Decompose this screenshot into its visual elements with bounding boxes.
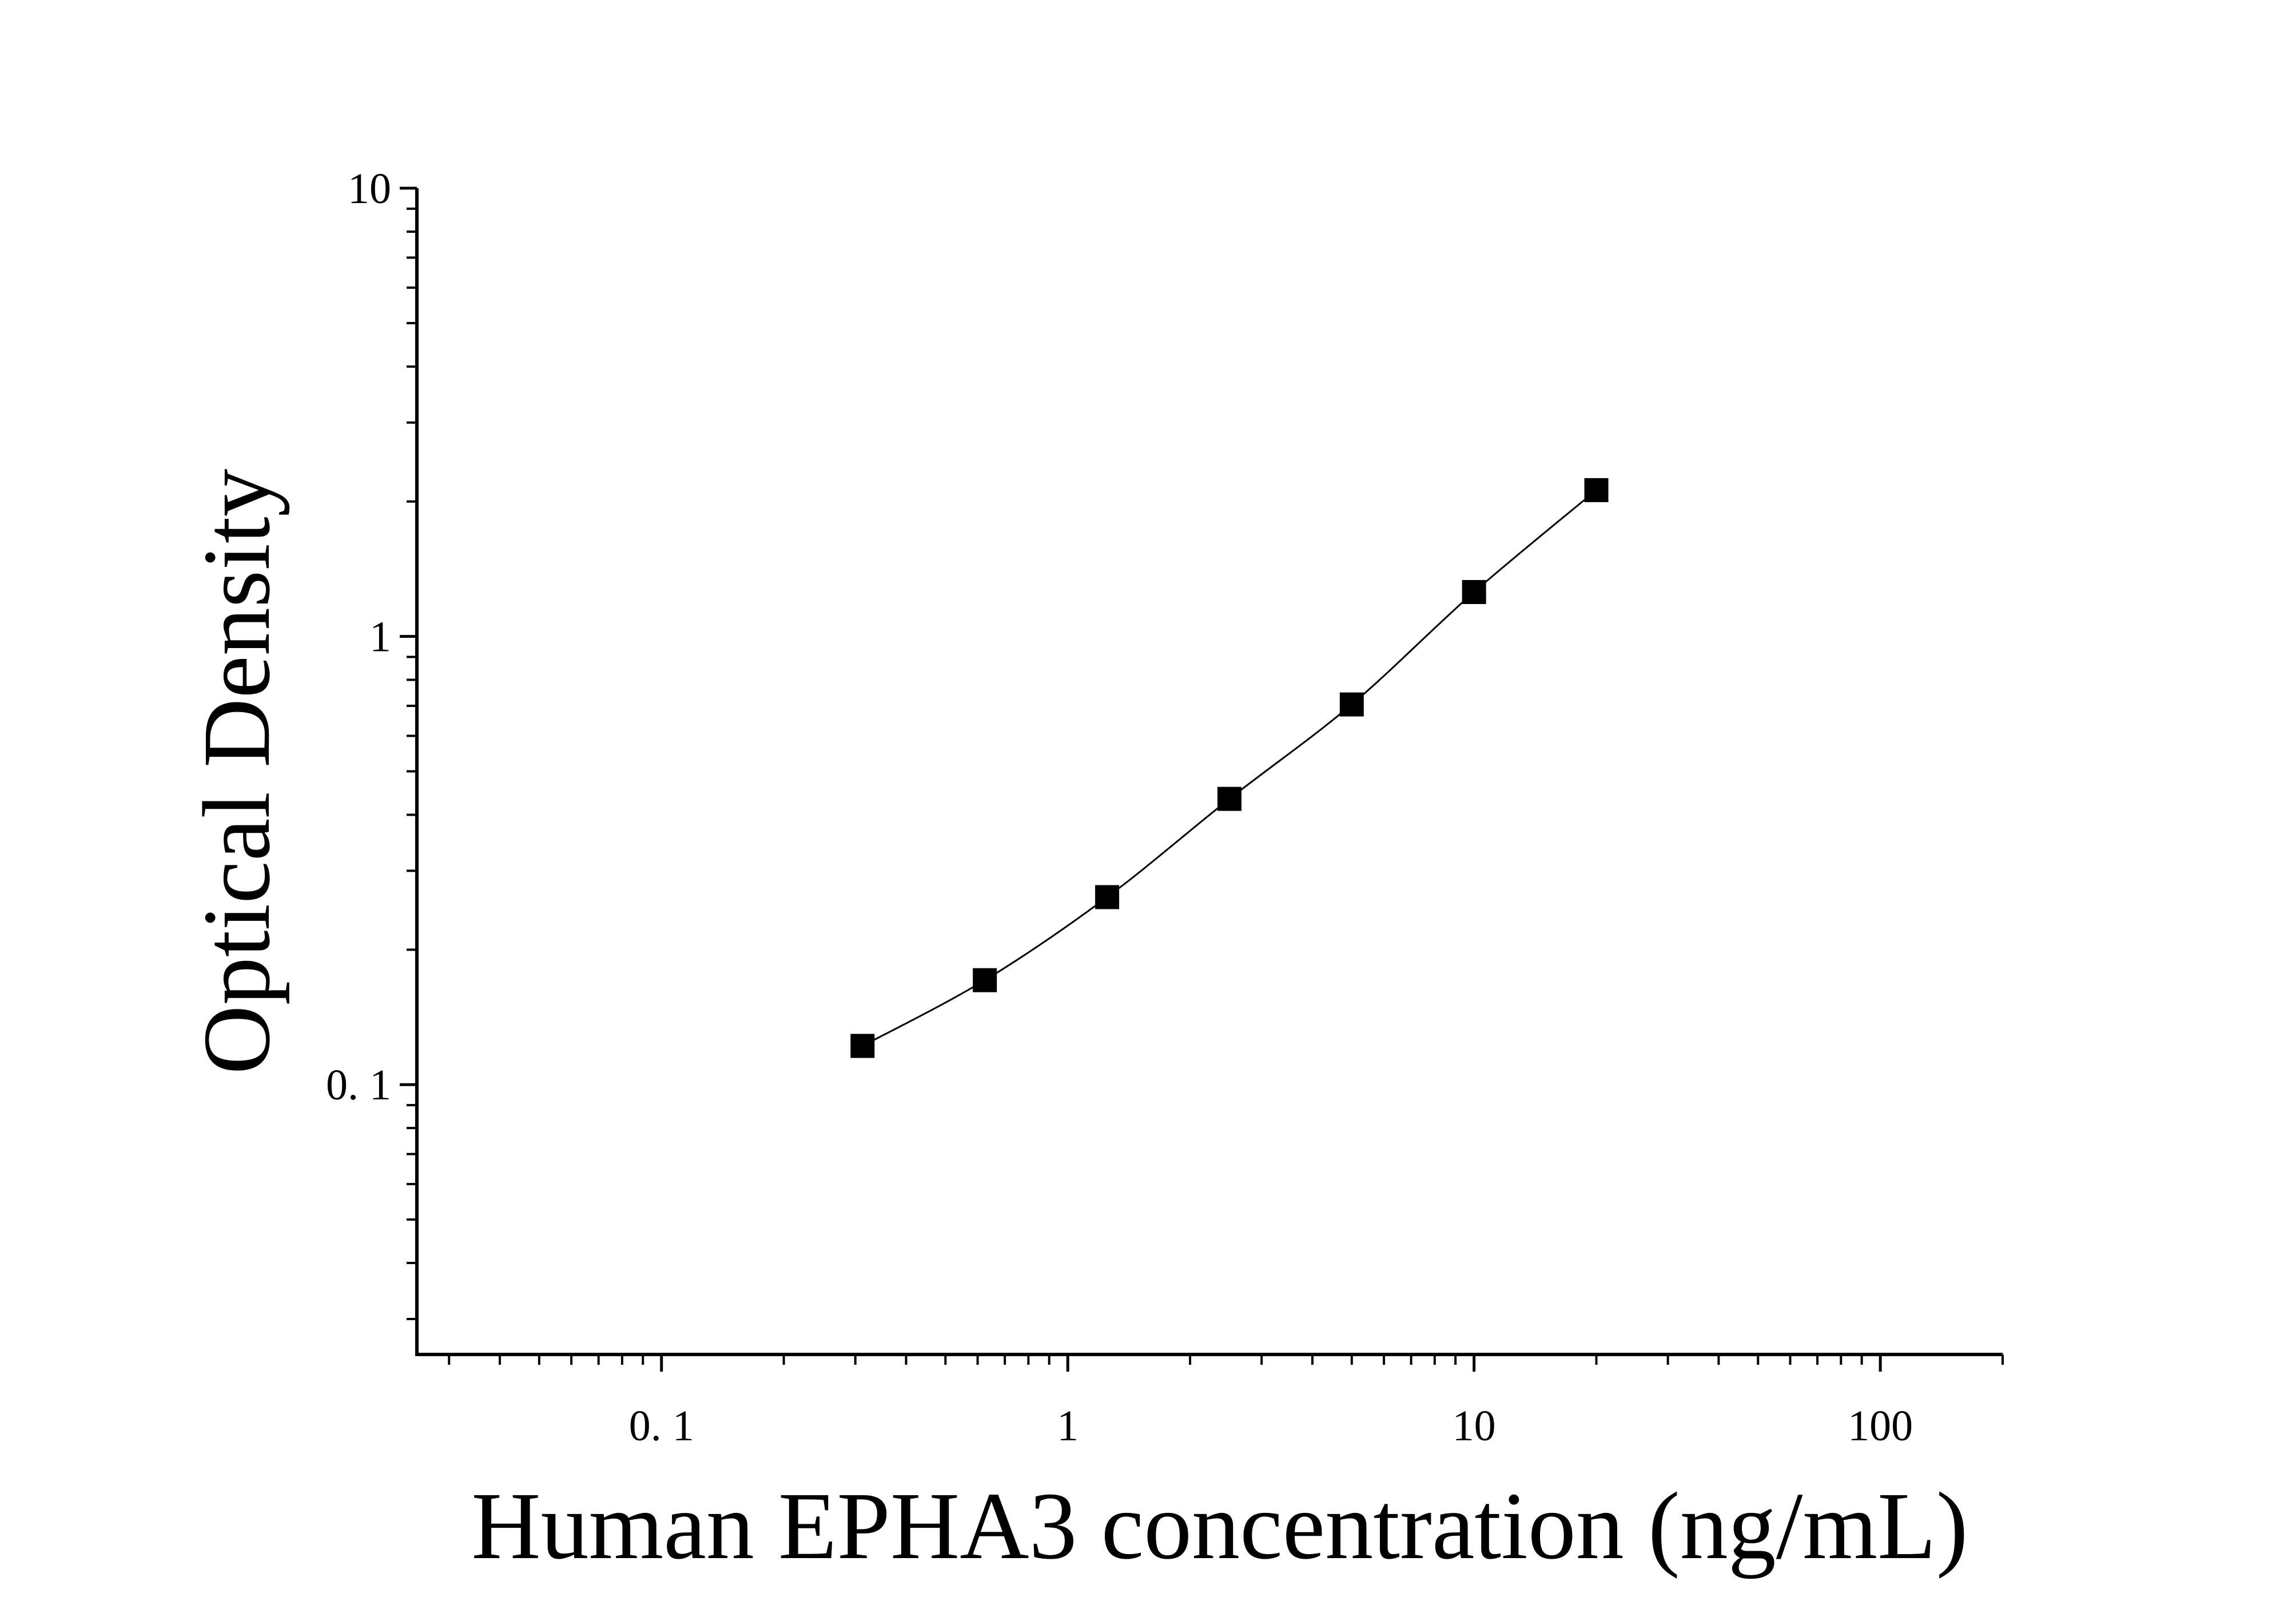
data-point bbox=[1217, 786, 1241, 811]
data-point bbox=[1339, 692, 1364, 717]
y-tick-label: 1 bbox=[369, 613, 391, 661]
x-tick-label: 0. 1 bbox=[629, 1402, 694, 1450]
x-tick-label: 100 bbox=[1848, 1402, 1913, 1450]
data-point bbox=[973, 968, 997, 992]
y-tick-label: 0. 1 bbox=[326, 1061, 391, 1109]
data-point bbox=[850, 1034, 875, 1058]
y-tick-label: 10 bbox=[348, 165, 391, 213]
y-axis-title: Optical Density bbox=[184, 468, 290, 1074]
x-tick-label: 10 bbox=[1453, 1402, 1496, 1450]
data-point bbox=[1095, 885, 1120, 909]
data-point bbox=[1462, 580, 1486, 605]
x-tick-label: 1 bbox=[1057, 1402, 1079, 1450]
x-axis-title: Human EPHA3 concentration (ng/mL) bbox=[471, 1473, 1968, 1579]
data-point bbox=[1584, 478, 1609, 502]
